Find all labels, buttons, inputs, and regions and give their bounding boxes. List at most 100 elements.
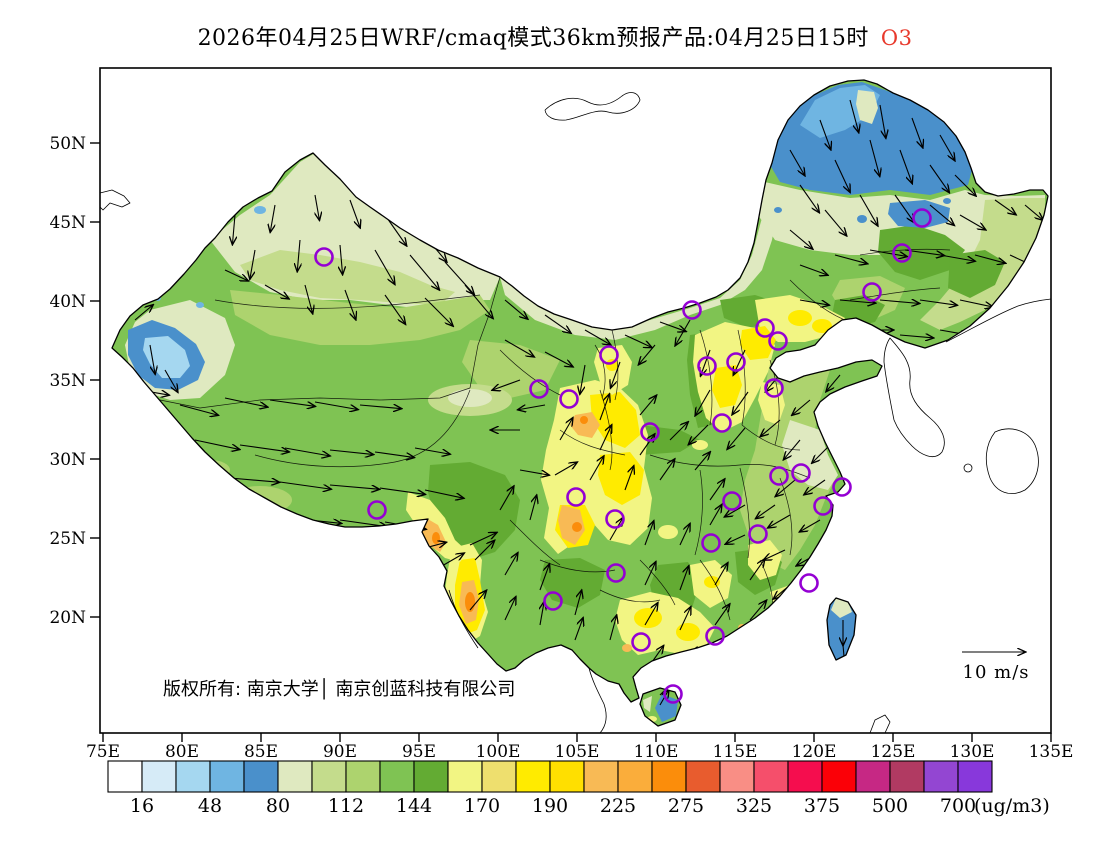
- colorbar-cell: [787, 760, 823, 793]
- wind-arrow: [694, 452, 710, 471]
- wind-arrow: [517, 404, 546, 410]
- colorbar: 16 48 80 112 144 170 190 225 275 325 375 500 700: [107, 760, 993, 817]
- lon-label: 125E: [871, 742, 916, 762]
- wind-arrow: [364, 555, 407, 562]
- colorbar-unit: (ug/m3): [974, 795, 1050, 817]
- wind-arrow: [749, 600, 767, 621]
- city-marker: [631, 632, 651, 652]
- city-marker: [813, 496, 833, 516]
- city-marker: [705, 626, 725, 646]
- wind-arrow: [504, 299, 528, 319]
- colorbar-cell: [141, 760, 177, 793]
- city-marker: [755, 318, 775, 338]
- wind-arrow: [624, 334, 652, 348]
- wind-arrow: [899, 149, 912, 184]
- wind-arrow: [869, 139, 880, 177]
- wind-arrow: [519, 469, 550, 475]
- lon-label: 100E: [476, 742, 521, 762]
- colorbar-cell: [175, 760, 211, 793]
- city-markers: [314, 208, 932, 704]
- wind-arrow: [939, 254, 975, 261]
- city-marker: [912, 208, 932, 228]
- wind-arrow: [349, 611, 385, 619]
- colorbar-cell: [957, 760, 993, 793]
- wind-arrow: [669, 422, 688, 441]
- city-marker: [799, 573, 819, 593]
- city-marker: [663, 684, 683, 704]
- wind-arrow: [359, 405, 402, 409]
- neighbor-coastlines: [99, 92, 1052, 734]
- wind-arrow: [688, 424, 709, 445]
- colorbar-cell: [549, 760, 585, 793]
- wind-arrow: [767, 514, 791, 528]
- wind-arrow: [773, 584, 791, 599]
- page-title: 2026年04月25日WRF/cmaq模式36km预报产品:04月25日15时 O…: [198, 26, 913, 51]
- lon-label: 135E: [1029, 742, 1074, 762]
- city-marker: [748, 524, 768, 544]
- wind-arrow: [799, 299, 830, 305]
- wind-arrow: [189, 509, 238, 517]
- wind-arrow: [725, 534, 746, 544]
- wind-arrow: [384, 294, 406, 324]
- wind-arrow: [314, 401, 358, 410]
- colorbar-tick-label: 275: [668, 795, 704, 817]
- lat-label: 40N: [49, 292, 86, 312]
- colorbar-cell: [889, 760, 925, 793]
- colorbar-cell: [481, 760, 517, 793]
- lon-label: 130E: [950, 742, 995, 762]
- colorbar-tick-label: 500: [872, 795, 908, 817]
- wind-arrow: [804, 479, 826, 495]
- lon-label: 120E: [792, 742, 837, 762]
- city-marker: [764, 378, 784, 398]
- wind-arrow: [349, 199, 360, 228]
- wind-arrow: [544, 314, 571, 333]
- wind-arrow: [580, 364, 586, 395]
- wind-arrow: [374, 249, 395, 285]
- wind-arrow: [679, 523, 690, 546]
- wind-arrow: [784, 592, 803, 611]
- city-marker: [768, 331, 788, 351]
- wind-arrow: [869, 249, 907, 257]
- china-outline: [111, 79, 1049, 703]
- wind-arrow: [659, 459, 675, 481]
- wind-arrow: [714, 604, 730, 626]
- colorbar-cell: [413, 760, 449, 793]
- wind-arrow: [724, 504, 746, 517]
- wind-arrow: [675, 319, 691, 346]
- wind-arrow: [544, 351, 573, 367]
- wind-arrow: [792, 399, 811, 415]
- wind-arrow: [789, 149, 805, 176]
- lat-label: 20N: [49, 608, 86, 628]
- title-pollutant: O3: [881, 26, 913, 50]
- wind-arrow: [834, 254, 868, 264]
- colorbar-tick-label: 48: [198, 795, 222, 817]
- wind-arrow: [599, 394, 610, 421]
- wind-arrow: [232, 214, 235, 245]
- wind-arrow: [954, 174, 976, 196]
- lon-label: 75E: [86, 742, 120, 762]
- lat-label: 45N: [49, 213, 86, 233]
- colorbar-cell: [651, 760, 687, 793]
- wind-arrow: [250, 249, 256, 280]
- city-marker: [599, 345, 619, 365]
- colorbar-cell: [753, 760, 789, 793]
- city-marker: [367, 500, 387, 520]
- colorbar-cell: [855, 760, 891, 793]
- wind-arrow: [224, 269, 249, 281]
- wind-arrow: [384, 214, 407, 246]
- colorbar-cell: [209, 760, 245, 793]
- wind-arrow: [179, 404, 219, 415]
- wind-arrow: [539, 564, 550, 591]
- colorbar-tick-label: 16: [130, 795, 154, 817]
- colorbar-cell: [685, 760, 721, 793]
- wind-arrow: [554, 462, 578, 476]
- wind-arrow: [179, 469, 224, 478]
- colorbar-tick-label: 112: [328, 795, 364, 817]
- wind-arrow: [224, 397, 268, 407]
- wind-arrow: [409, 254, 440, 290]
- wind-arrow: [239, 444, 290, 452]
- wind-arrow: [639, 395, 657, 416]
- wind-arrow: [638, 344, 656, 365]
- wind-arrow: [624, 466, 634, 491]
- wind-arrow: [749, 559, 765, 581]
